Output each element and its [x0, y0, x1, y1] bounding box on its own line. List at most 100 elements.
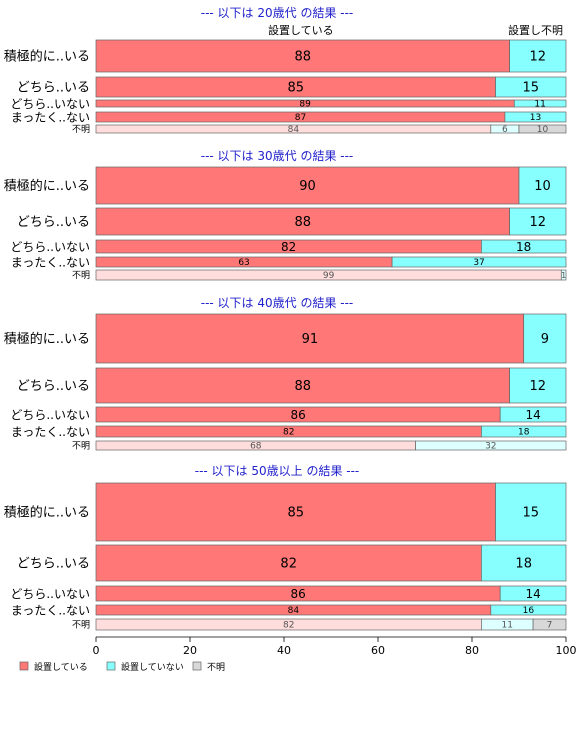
data-label: 89	[299, 100, 311, 110]
data-label: 15	[522, 506, 539, 521]
bar-segment	[560, 269, 567, 281]
bar-segment	[509, 207, 567, 236]
data-label: 6	[502, 125, 508, 135]
bar-segment	[391, 256, 567, 268]
panel-title: --- 以下は 40歳代 の結果 ---	[201, 296, 354, 310]
data-label: 15	[522, 81, 539, 96]
bar-segment	[481, 239, 567, 254]
data-label: 37	[473, 258, 484, 268]
data-label: 63	[238, 258, 249, 268]
data-label: 12	[530, 50, 547, 65]
legend-swatch	[106, 661, 116, 671]
row-label: どちら..いる	[17, 557, 90, 572]
bar-segment	[495, 482, 567, 542]
data-label: 85	[287, 81, 304, 96]
data-label: 14	[525, 408, 540, 422]
bar-segment	[481, 544, 567, 582]
data-label: 10	[534, 179, 551, 194]
row-label: 不明	[72, 441, 90, 452]
bar-segment	[499, 406, 567, 423]
data-label: 18	[516, 240, 531, 254]
bar-segment	[504, 111, 567, 123]
data-label: 85	[287, 506, 304, 521]
data-label: 13	[530, 113, 541, 123]
data-label: 88	[295, 215, 312, 230]
legend-entry: 設置していない	[121, 661, 184, 673]
legend-entry: 設置している	[34, 661, 88, 673]
row-label: まったく..ない	[11, 425, 90, 439]
bar-segment	[95, 166, 520, 205]
bar-segment	[415, 440, 567, 451]
x-tick-label: 80	[465, 644, 479, 657]
top-label-installed: 設置している	[268, 23, 334, 37]
row-label: どちら..いる	[17, 81, 90, 96]
data-label: 14	[525, 587, 540, 601]
x-tick-label: 60	[371, 644, 385, 657]
data-label: 84	[288, 125, 300, 135]
panel-title: --- 以下は 20歳代 の結果 ---	[201, 6, 354, 20]
bar-segment	[95, 207, 510, 236]
bar-segment	[499, 585, 567, 602]
data-label: 86	[290, 587, 305, 601]
bar-segment	[490, 604, 567, 616]
data-label: 91	[302, 332, 319, 347]
data-label: 88	[295, 379, 312, 394]
bar-segment	[509, 367, 567, 404]
panel-title: --- 以下は 50歳以上 の結果 ---	[195, 464, 360, 478]
data-label: 16	[523, 606, 535, 616]
bar-segment	[95, 544, 482, 582]
row-label: 不明	[72, 620, 90, 631]
bar-segment	[523, 313, 567, 364]
x-tick-label: 100	[556, 644, 577, 657]
x-tick-label: 20	[183, 644, 197, 657]
x-tick-label: 0	[93, 644, 100, 657]
data-label: 9	[541, 332, 549, 347]
bar-segment	[495, 76, 567, 98]
row-label: どちら..いる	[17, 215, 90, 230]
bar-segment	[95, 39, 510, 73]
row-label: どちら..いない	[10, 240, 90, 254]
row-label: まったく..ない	[11, 110, 90, 124]
bar-segment	[509, 39, 567, 73]
data-label: 12	[530, 215, 547, 230]
top-label-not-installed: 設置し	[508, 23, 541, 37]
bar-segment	[532, 618, 567, 631]
data-label: 87	[295, 113, 306, 123]
bar-segment	[95, 313, 525, 364]
bar-segment	[95, 367, 510, 404]
data-label: 84	[288, 606, 300, 616]
data-label: 68	[250, 442, 262, 452]
legend-entry: 不明	[207, 662, 225, 673]
row-label: どちら..いない	[10, 587, 90, 601]
row-label: どちら..いる	[17, 379, 90, 394]
data-label: 18	[515, 557, 532, 572]
data-label: 7	[547, 621, 553, 631]
data-label: 12	[530, 379, 547, 394]
bar-segment	[95, 482, 496, 542]
row-label: 積極的に..いる	[4, 331, 90, 347]
row-label: 積極的に..いる	[4, 49, 90, 65]
data-label: 32	[485, 442, 496, 452]
panel-title: --- 以下は 30歳代 の結果 ---	[201, 149, 354, 163]
legend-swatch	[192, 661, 202, 671]
bar-segment	[513, 99, 567, 108]
data-label: 82	[283, 428, 294, 438]
data-label: 18	[518, 428, 530, 438]
bar-segment	[481, 425, 567, 438]
data-label: 99	[323, 271, 335, 281]
data-label: 82	[283, 621, 294, 631]
row-label: どちら..いない	[10, 408, 90, 422]
bar-segment	[518, 166, 567, 205]
data-label: 82	[281, 240, 296, 254]
data-label: 11	[534, 100, 545, 110]
x-tick-label: 40	[277, 644, 291, 657]
data-label: 86	[290, 408, 305, 422]
data-label: 10	[537, 125, 549, 135]
data-label: 90	[299, 179, 316, 194]
top-label-unknown: 不明	[541, 24, 563, 37]
data-label: 1	[561, 271, 566, 280]
row-label: まったく..ない	[11, 603, 90, 617]
data-label: 11	[502, 621, 513, 631]
